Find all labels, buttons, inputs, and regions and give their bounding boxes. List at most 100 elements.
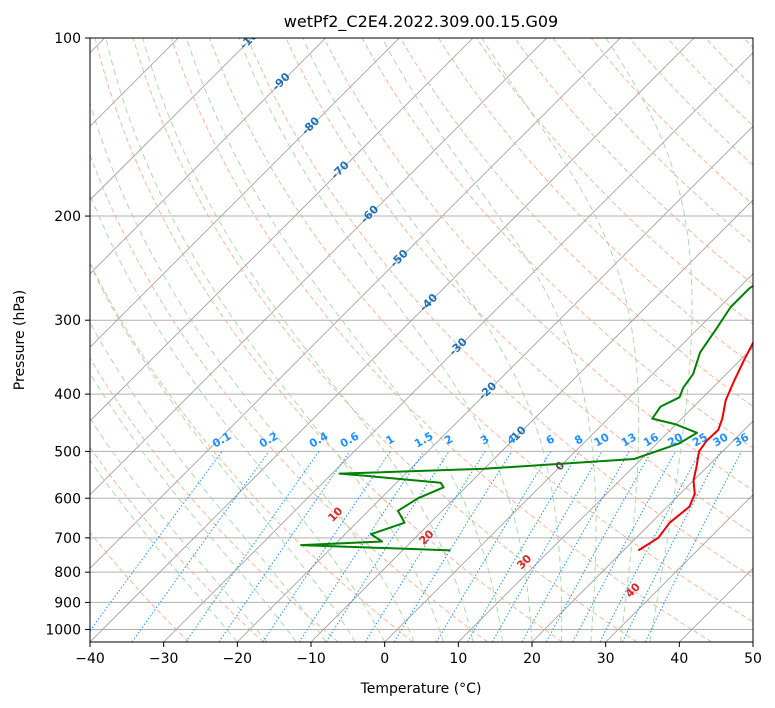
dry-adiabat	[170, 38, 712, 642]
moist-adiabat	[381, 38, 597, 642]
moist-adiabat	[90, 321, 327, 642]
dry-adiabat	[743, 38, 753, 49]
dry-adiabat	[90, 357, 339, 642]
dry-adiabat	[247, 38, 753, 578]
y-tick-label: 800	[54, 565, 81, 581]
mixing-ratio-label: 0.4	[307, 429, 331, 450]
isotherm-label: -70	[329, 158, 352, 181]
dry-adiabat	[285, 38, 753, 535]
dry-adiabat	[90, 446, 264, 642]
dry-adiabat	[90, 153, 488, 642]
isotherm	[163, 52, 753, 642]
x-tick-label: −30	[149, 651, 179, 667]
y-tick-label: 600	[54, 491, 81, 507]
mixing-ratio-line	[621, 451, 722, 642]
dry-adiabat	[514, 38, 753, 285]
isotherm	[237, 125, 753, 642]
moist-adiabat	[142, 38, 474, 642]
mixing-ratio-line	[218, 451, 351, 642]
moist-adiabat	[186, 38, 503, 642]
mixing-ratio-label: 10	[592, 430, 612, 449]
mixing-ratio-label: 2	[442, 432, 455, 447]
mixing-ratio-line	[325, 451, 450, 642]
moist-adiabat	[605, 38, 693, 642]
moist-adiabat	[90, 101, 415, 642]
chart-title: wetPf2_C2E4.2022.309.00.15.G09	[284, 12, 558, 32]
mixing-ratio-line	[298, 451, 425, 642]
dry-adiabat	[132, 38, 638, 642]
mixing-ratio-line	[185, 451, 320, 642]
mixing-ratio-label: 0.2	[257, 429, 280, 450]
mixing-ratio-line	[435, 451, 552, 642]
y-tick-label: 300	[54, 313, 81, 329]
isotherm-label: -80	[299, 114, 322, 137]
mixing-ratio-line	[545, 451, 652, 642]
x-tick-label: −40	[75, 651, 105, 667]
moist-adiabat	[90, 459, 238, 642]
isotherm	[531, 420, 753, 642]
dewpoint-profile	[300, 284, 753, 552]
mixing-ratio-line	[644, 451, 742, 642]
x-tick-label: −20	[223, 651, 253, 667]
isotherm	[90, 38, 474, 422]
mixing-ratio-label: 3	[478, 432, 491, 447]
isotherm-label: -30	[447, 335, 470, 358]
mixing-ratio-line	[262, 451, 391, 642]
mixing-ratio-line	[599, 451, 701, 642]
isotherm	[90, 38, 621, 569]
background-lines	[90, 38, 753, 642]
dry-adiabat	[476, 38, 753, 326]
dry-adiabat	[90, 261, 414, 642]
isotherm	[310, 199, 753, 642]
mixing-ratio-line	[393, 451, 513, 642]
x-axis: −40 −30 −20 −10 0 10 20 30 40 50	[75, 642, 762, 667]
isotherm	[384, 273, 753, 642]
moist-adiabat	[90, 263, 356, 642]
mixing-ratio-label: 16	[641, 430, 661, 449]
mixing-ratio-line	[572, 451, 676, 642]
isotherm-label: -90	[270, 70, 293, 93]
y-tick-label: 400	[54, 387, 81, 403]
y-axis: 100 200 300 400 500 600 700 800 900 1000	[45, 31, 90, 638]
y-tick-label: 200	[54, 209, 81, 225]
mixing-ratio-label: 1	[384, 432, 397, 447]
mixing-ratio-label: 8	[572, 432, 585, 447]
freezing-label: 0	[553, 458, 568, 473]
dry-adiabat	[94, 38, 563, 642]
dry-adiabat	[667, 38, 753, 127]
x-tick-label: 20	[523, 651, 541, 667]
x-tick-label: 0	[380, 651, 389, 667]
y-axis-label: Pressure (hPa)	[12, 290, 28, 390]
moist-adiabat	[90, 193, 386, 642]
plot-frame	[89, 37, 754, 643]
isotherm	[90, 38, 253, 201]
mixing-ratio-line	[467, 451, 580, 642]
mixing-ratio-label: 13	[619, 431, 639, 450]
mixing-ratio-line	[364, 451, 486, 642]
mixing-ratio-line	[131, 451, 270, 642]
dry-adiabat	[361, 38, 753, 449]
x-tick-label: 30	[597, 651, 615, 667]
y-tick-label: 700	[54, 531, 81, 547]
mixing-ratio-label: 25	[690, 431, 710, 450]
isotherm-label: -50	[388, 247, 411, 270]
dry-adiabat	[437, 38, 753, 366]
moist-adiabat	[302, 38, 563, 642]
series-layer	[300, 284, 753, 552]
isotherm	[90, 38, 547, 496]
moist-adiabat	[105, 38, 445, 642]
dry-adiabat	[209, 38, 753, 623]
isotherm	[90, 38, 400, 348]
moist-adiabat	[238, 38, 533, 642]
isotherm	[90, 38, 326, 275]
y-tick-label: 100	[54, 31, 81, 47]
y-tick-label: 900	[54, 595, 81, 611]
moist-adiabat	[90, 417, 268, 642]
isotherm-label: -40	[417, 291, 440, 314]
isotherm	[458, 346, 753, 642]
x-axis-label: Temperature (°C)	[360, 681, 482, 697]
mixing-ratio-line	[90, 451, 223, 632]
x-tick-label: −10	[296, 651, 326, 667]
y-tick-label: 500	[54, 444, 81, 460]
